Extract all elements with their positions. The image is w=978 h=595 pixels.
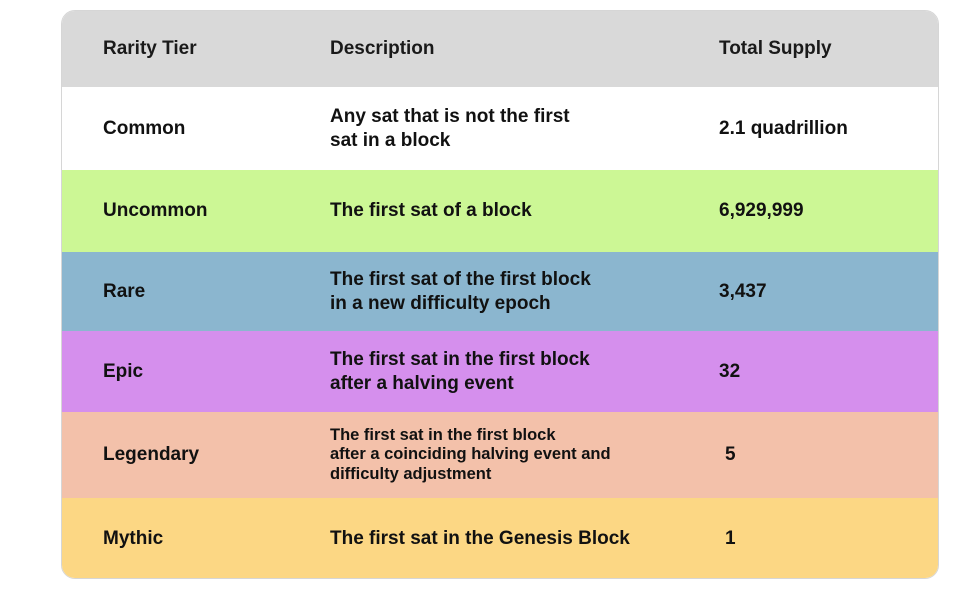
description-cell: The first sat in the first block after a… <box>330 425 611 483</box>
tier-cell: Uncommon <box>103 200 208 221</box>
table-row-legendary: Legendary The first sat in the first blo… <box>62 412 938 498</box>
header-total-supply: Total Supply <box>719 38 832 59</box>
supply-cell: 1 <box>725 528 736 549</box>
description-cell: The first sat in the Genesis Block <box>330 528 630 549</box>
supply-cell: 5 <box>725 444 736 465</box>
description-cell: The first sat in the first block after a… <box>330 348 590 394</box>
supply-cell: 32 <box>719 360 741 382</box>
tier-cell: Mythic <box>103 528 164 549</box>
description-cell: Any sat that is not the first sat in a b… <box>330 105 570 151</box>
supply-cell: 3,437 <box>719 280 767 302</box>
table-row-common: Common Any sat that is not the first sat… <box>62 87 938 170</box>
supply-cell: 6,929,999 <box>719 200 804 221</box>
table-row-mythic: Mythic The first sat in the Genesis Bloc… <box>62 498 938 578</box>
table-row-epic: Epic The first sat in the first block af… <box>62 331 938 412</box>
tier-cell: Epic <box>103 360 144 382</box>
header-description: Description <box>330 38 435 59</box>
rarity-table: Rarity Tier Description Total Supply Com… <box>61 10 939 579</box>
tier-cell: Legendary <box>103 444 200 465</box>
table-row-rare: Rare The first sat of the first block in… <box>62 252 938 331</box>
description-cell: The first sat of the first block in a ne… <box>330 268 591 314</box>
supply-cell: 2.1 quadrillion <box>719 117 848 139</box>
tier-cell: Rare <box>103 280 146 302</box>
tier-cell: Common <box>103 117 186 139</box>
table-header-row: Rarity Tier Description Total Supply <box>62 11 938 87</box>
description-cell: The first sat of a block <box>330 200 532 221</box>
table-row-uncommon: Uncommon The first sat of a block 6,929,… <box>62 170 938 252</box>
header-rarity-tier: Rarity Tier <box>103 38 197 59</box>
